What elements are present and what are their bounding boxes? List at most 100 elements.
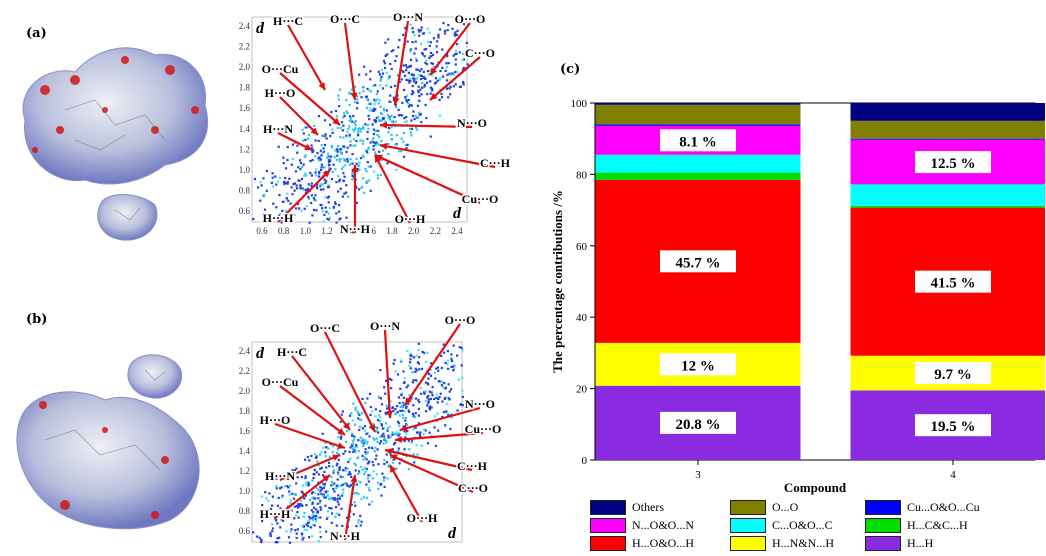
- data-label-box: [660, 411, 736, 434]
- contact-label: O···C: [310, 321, 340, 335]
- x-tick-label: 0.6: [256, 226, 268, 236]
- data-label: 45.7 %: [676, 255, 721, 271]
- contact-label: C···O: [465, 46, 495, 60]
- fingerprint-plot-a: 2.4 2.2 2.0 1.8 1.6 1.4 1.2 1.0 0.8 0.6 0.6 0.8 1.0 1…: [239, 9, 512, 238]
- contact-arrow: [389, 453, 474, 494]
- contact-arrow: [324, 331, 376, 433]
- contact-arrow: [343, 22, 357, 101]
- y-tick-label: 1.6: [239, 426, 251, 436]
- y-tick-label: 2.0: [239, 386, 251, 396]
- arrow-head: [332, 454, 340, 461]
- y-tick-label: 2.4: [239, 346, 251, 356]
- data-label-box: [660, 353, 736, 376]
- contact-arrow: [343, 474, 357, 541]
- panel-label-b: (b): [26, 312, 48, 327]
- data-label: 12 %: [681, 358, 715, 374]
- bar-segment: [850, 120, 1045, 139]
- legend-swatch: [730, 500, 766, 515]
- legend-swatch: [865, 500, 901, 515]
- data-label-box: [915, 270, 991, 293]
- y-tick-label: 1.2: [239, 144, 250, 154]
- bar-segment: [595, 104, 801, 125]
- arrow-head: [400, 424, 408, 432]
- arrow-head: [368, 424, 375, 432]
- data-label: 8.1 %: [679, 134, 717, 150]
- arrow-head: [395, 435, 403, 443]
- bar-segment: [850, 103, 1045, 121]
- contact-label: H···N: [265, 469, 295, 483]
- bar-segment: [595, 124, 801, 126]
- arrow-head: [390, 465, 397, 473]
- x-tick-label: 1.8: [386, 226, 398, 236]
- legend-label: Cu...O&O...Cu: [907, 500, 980, 514]
- arrow-head: [390, 454, 398, 462]
- contact-label: N···H: [330, 529, 361, 543]
- contact-arrow: [291, 355, 351, 431]
- arrow-head: [375, 155, 382, 163]
- legend-item: H...N&N...H: [730, 536, 834, 551]
- contact-label: N···O: [465, 397, 495, 411]
- contact-arrow: [429, 56, 481, 101]
- bar-segment: [850, 184, 1045, 206]
- x-tick-label: 1.2: [321, 226, 332, 236]
- y-tick-label: 2.2: [239, 42, 250, 52]
- contact-label: H···H: [260, 507, 291, 521]
- y-tick-label: 0.8: [239, 506, 251, 516]
- contact-arrow: [429, 22, 471, 76]
- legend-item: O...O: [730, 500, 798, 515]
- x-tick-label: 2.0: [408, 226, 420, 236]
- contact-arrow: [394, 431, 484, 442]
- hirshfeld-surface-b: [16, 354, 200, 530]
- contact-label: O···Cu: [262, 375, 299, 389]
- contact-arrow: [379, 143, 496, 169]
- data-label: 9.7 %: [934, 367, 972, 383]
- y-tick-label: 1.4: [239, 124, 251, 134]
- data-label-box: [915, 362, 991, 385]
- arrow-head: [322, 475, 330, 483]
- y-tick-label: 2.2: [239, 366, 250, 376]
- contact-label: O···H: [407, 511, 438, 525]
- arrow-head: [350, 475, 358, 483]
- y-tick-label: 60: [576, 241, 588, 253]
- legend-swatch: [865, 536, 901, 551]
- contact-label: H···O: [260, 413, 291, 427]
- x-tick-label: 0.8: [278, 226, 290, 236]
- contact-label: O···O: [445, 313, 476, 327]
- arrow-head: [351, 165, 359, 172]
- contact-label: O···N: [393, 10, 423, 24]
- contact-arrow: [274, 422, 346, 450]
- y-tick-label: 20: [576, 384, 588, 396]
- bar-segment: [595, 172, 801, 180]
- contact-arrow: [279, 72, 341, 126]
- contact-arrow: [279, 96, 319, 136]
- y-tick-label: 100: [571, 98, 588, 110]
- arrow-head: [304, 143, 312, 150]
- legend-item: Cu...O&O...Cu: [865, 500, 980, 515]
- contact-label: H···N: [263, 122, 293, 136]
- contact-label: O···Cu: [262, 62, 299, 76]
- contact-arrow: [384, 448, 473, 472]
- contact-label: O···H: [395, 212, 426, 226]
- x-tick-label: 1.4: [343, 226, 355, 236]
- legend-item: C...O&O...C: [730, 518, 833, 533]
- axis-d-label: d: [448, 525, 457, 542]
- legend-label: Others: [632, 500, 664, 514]
- y-tick-label: 1.0: [239, 486, 251, 496]
- data-label-box: [915, 151, 991, 174]
- arrow-head: [430, 92, 438, 100]
- contact-label: H···H: [263, 211, 294, 225]
- arrow-head: [350, 92, 358, 100]
- y-tick-label: 2.4: [239, 21, 251, 31]
- legend-swatch: [730, 536, 766, 551]
- legend-label: H...N&N...H: [772, 536, 834, 550]
- y-tick-label: 80: [576, 169, 588, 181]
- contact-label: O···O: [455, 12, 486, 26]
- legend-label: H...O&O...H: [632, 536, 694, 550]
- y-tick-label: 0.8: [239, 185, 251, 195]
- contact-arrow: [379, 123, 473, 129]
- arrow-head: [318, 82, 325, 90]
- legend-swatch: [590, 500, 626, 515]
- contact-arrow: [287, 24, 326, 91]
- arrow-head: [385, 448, 393, 455]
- contact-label: C···O: [458, 481, 488, 495]
